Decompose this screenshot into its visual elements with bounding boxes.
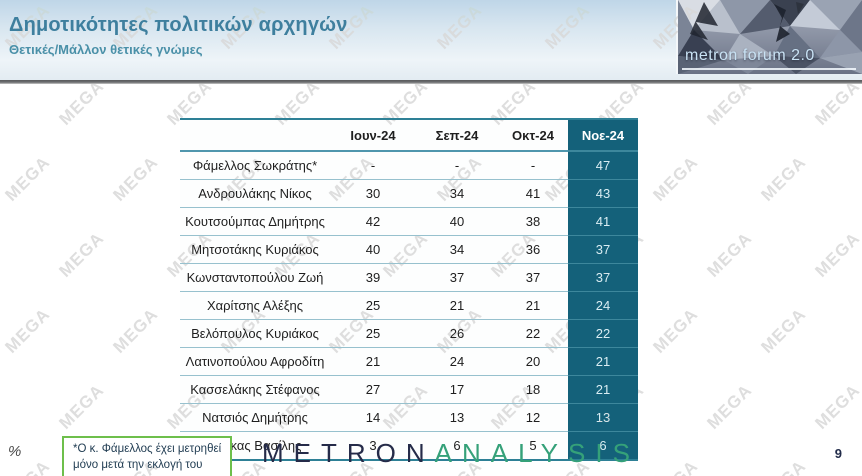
logo-underline — [682, 68, 856, 70]
logo-wordmark: metron forum 2.0 — [685, 47, 815, 64]
value-sep: - — [416, 151, 498, 180]
name-column-header — [180, 119, 330, 152]
table-row: Βελόπουλος Κυριάκος 25 26 22 22 — [180, 319, 638, 348]
politician-name: Ανδρουλάκης Νίκος — [180, 179, 330, 208]
value-sep: 34 — [416, 179, 498, 208]
value-sep: 13 — [416, 403, 498, 432]
politician-name: Βελόπουλος Κυριάκος — [180, 319, 330, 348]
politician-name: Κασσελάκης Στέφανος — [180, 375, 330, 404]
value-noe: 24 — [568, 291, 638, 320]
value-sep: 34 — [416, 235, 498, 264]
col-noe24-highlighted: Νοε-24 — [568, 119, 638, 152]
value-sep: 26 — [416, 319, 498, 348]
table-header-row: Ιουν-24 Σεπ-24 Οκτ-24 Νοε-24 — [180, 119, 638, 152]
politician-name: Φάμελλος Σωκράτης* — [180, 151, 330, 180]
value-jun: 40 — [330, 235, 416, 264]
value-noe: 21 — [568, 375, 638, 404]
brand-analysis: ANALYSIS — [434, 438, 640, 468]
value-noe: 41 — [568, 207, 638, 236]
table-row: Φάμελλος Σωκράτης* - - - 47 — [180, 151, 638, 180]
value-jun: 39 — [330, 263, 416, 292]
value-okt: 21 — [498, 291, 568, 320]
value-jun: 25 — [330, 291, 416, 320]
value-okt: 41 — [498, 179, 568, 208]
value-jun: 30 — [330, 179, 416, 208]
politician-name: Λατινοπούλου Αφροδίτη — [180, 347, 330, 376]
value-okt: 20 — [498, 347, 568, 376]
politician-name: Νατσιός Δημήτρης — [180, 403, 330, 432]
value-jun: 14 — [330, 403, 416, 432]
col-okt24: Οκτ-24 — [498, 119, 568, 152]
value-noe: 47 — [568, 151, 638, 180]
politician-name: Μητσοτάκης Κυριάκος — [180, 235, 330, 264]
value-jun: 21 — [330, 347, 416, 376]
footnote-box: *Ο κ. Φάμελλος έχει μετρηθεί μόνο μετά τ… — [62, 436, 233, 476]
value-jun: 27 — [330, 375, 416, 404]
brand-metron: METRON — [262, 438, 435, 468]
value-noe: 21 — [568, 347, 638, 376]
table-row: Χαρίτσης Αλέξης 25 21 21 24 — [180, 291, 638, 320]
value-okt: 18 — [498, 375, 568, 404]
popularity-table: Ιουν-24 Σεπ-24 Οκτ-24 Νοε-24 Φάμελλος Σω… — [180, 118, 638, 461]
value-jun: 25 — [330, 319, 416, 348]
value-okt: 37 — [498, 263, 568, 292]
politician-name: Κωνσταντοπούλου Ζωή — [180, 263, 330, 292]
value-sep: 24 — [416, 347, 498, 376]
value-noe: 43 — [568, 179, 638, 208]
table-row: Κασσελάκης Στέφανος 27 17 18 21 — [180, 375, 638, 404]
table-row: Μητσοτάκης Κυριάκος 40 34 36 37 — [180, 235, 638, 264]
value-noe: 37 — [568, 263, 638, 292]
page-number: 9 — [834, 446, 842, 461]
politician-name: Χαρίτσης Αλέξης — [180, 291, 330, 320]
table-row: Ανδρουλάκης Νίκος 30 34 41 43 — [180, 179, 638, 208]
value-okt: - — [498, 151, 568, 180]
table-row: Κωνσταντοπούλου Ζωή 39 37 37 37 — [180, 263, 638, 292]
value-sep: 21 — [416, 291, 498, 320]
metron-forum-logo: metron forum 2.0 — [676, 0, 862, 74]
value-sep: 40 — [416, 207, 498, 236]
value-noe: 13 — [568, 403, 638, 432]
table-row: Κουτσούμπας Δημήτρης 42 40 38 41 — [180, 207, 638, 236]
metron-analysis-logo: METRONANALYSIS — [262, 438, 640, 469]
col-jun24: Ιουν-24 — [330, 119, 416, 152]
value-jun: 42 — [330, 207, 416, 236]
table-row: Λατινοπούλου Αφροδίτη 21 24 20 21 — [180, 347, 638, 376]
value-okt: 36 — [498, 235, 568, 264]
table-row: Νατσιός Δημήτρης 14 13 12 13 — [180, 403, 638, 432]
percent-label: % — [8, 443, 22, 460]
value-sep: 37 — [416, 263, 498, 292]
value-okt: 22 — [498, 319, 568, 348]
value-okt: 12 — [498, 403, 568, 432]
value-okt: 38 — [498, 207, 568, 236]
col-sep24: Σεπ-24 — [416, 119, 498, 152]
value-noe: 22 — [568, 319, 638, 348]
header-divider — [0, 80, 862, 84]
value-jun: - — [330, 151, 416, 180]
value-sep: 17 — [416, 375, 498, 404]
value-noe: 37 — [568, 235, 638, 264]
politician-name: Κουτσούμπας Δημήτρης — [180, 207, 330, 236]
footnote-line2: μόνο μετά την εκλογή του — [73, 459, 203, 472]
page-title: Δημοτικότητες πολιτικών αρχηγών — [9, 14, 348, 36]
footnote-line1: *Ο κ. Φάμελλος έχει μετρηθεί — [73, 443, 222, 455]
page-subtitle: Θετικές/Μάλλον θετικές γνώμες — [9, 42, 203, 57]
